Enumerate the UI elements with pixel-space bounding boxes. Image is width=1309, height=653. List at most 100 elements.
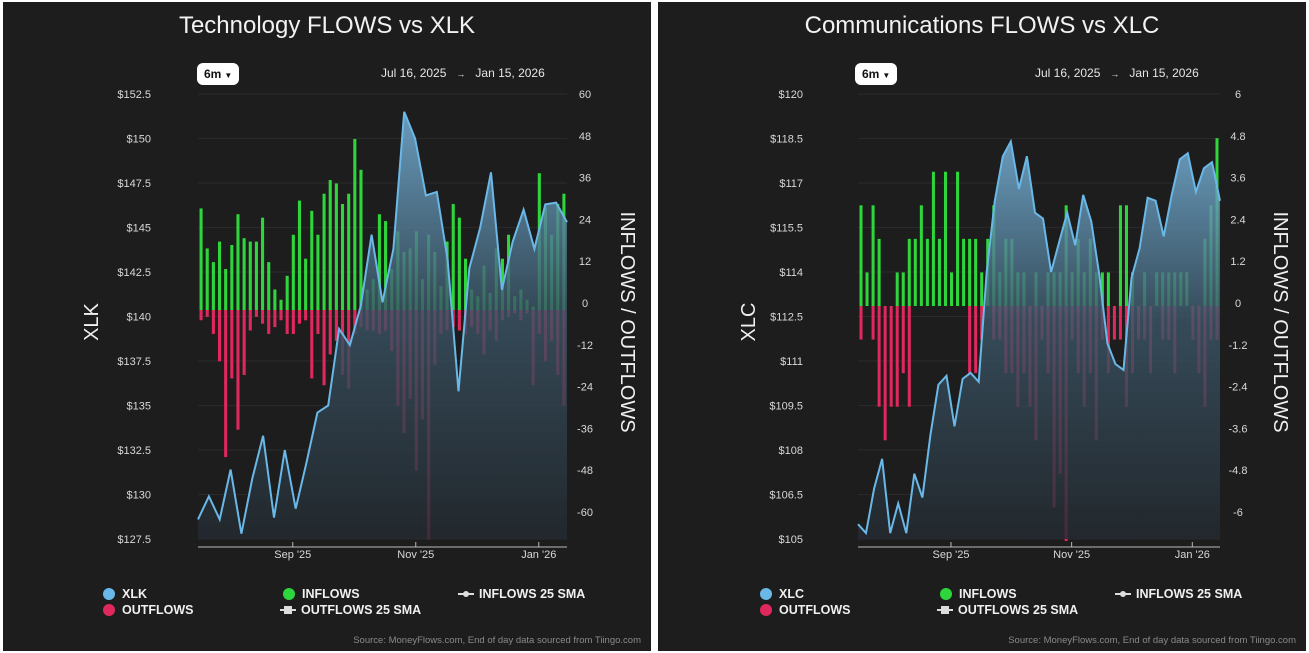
right-axis-tick-label: 48 xyxy=(579,131,591,143)
legend-price[interactable]: XLC xyxy=(760,587,804,601)
legend-label: OUTFLOWS 25 SMA xyxy=(301,603,422,617)
inflow-bar xyxy=(230,245,234,310)
date-range[interactable]: Jul 16, 2025 → Jan 15, 2026 xyxy=(381,66,545,80)
left-axis-title: XLK xyxy=(81,302,103,340)
inflow-bar xyxy=(913,238,917,306)
right-axis-tick-label: 3.6 xyxy=(1230,173,1245,185)
legend-inflows-sma[interactable]: INFLOWS 25 SMA xyxy=(1115,587,1242,601)
outflow-bar xyxy=(248,310,252,331)
right-axis-tick-label: -1.2 xyxy=(1229,340,1248,352)
outflow-bar xyxy=(871,306,875,340)
inflow-bar xyxy=(1106,272,1110,306)
left-axis-tick-label: $145 xyxy=(127,223,151,235)
flows-chart[interactable]: $120 $118.5 $117 $115.5 $114 $112.5 $111 $109.5… xyxy=(658,2,1306,651)
outflow-bar xyxy=(273,310,277,328)
inflow-bar xyxy=(217,241,222,310)
x-axis-tick-label: Nov '25 xyxy=(397,549,434,561)
date-from: Jul 16, 2025 xyxy=(1035,66,1101,80)
outflow-bar xyxy=(322,310,326,386)
legend-outflows[interactable]: OUTFLOWS xyxy=(760,603,851,617)
right-axis-tick-label: -60 xyxy=(577,507,593,519)
right-axis-tick-label: -48 xyxy=(577,465,593,477)
inflow-bar xyxy=(224,268,228,310)
inflow-bar xyxy=(267,262,271,310)
date-to: Jan 15, 2026 xyxy=(1129,66,1199,80)
outflow-bar xyxy=(457,310,461,331)
circle-icon xyxy=(283,588,295,600)
caret-down-icon: ▼ xyxy=(882,71,891,80)
left-axis-tick-label: $115.5 xyxy=(770,223,803,235)
right-axis-tick-label: 6 xyxy=(1235,89,1241,101)
x-axis-tick-label: Nov '25 xyxy=(1053,549,1090,561)
range-dropdown[interactable]: 6m ▼ xyxy=(855,63,898,85)
outflow-bar xyxy=(1118,306,1122,340)
left-axis-tick-label: $114 xyxy=(779,267,803,279)
outflow-bar xyxy=(328,310,332,355)
circle-line-icon xyxy=(1115,589,1131,599)
date-range[interactable]: Jul 16, 2025 → Jan 15, 2026 xyxy=(1035,66,1199,80)
legend-inflows[interactable]: INFLOWS xyxy=(940,587,1017,601)
legend-label: INFLOWS 25 SMA xyxy=(1136,587,1243,601)
legend-price[interactable]: XLK xyxy=(103,587,147,601)
legend-label: XLC xyxy=(779,587,804,601)
inflow-bar xyxy=(322,193,326,310)
range-label: 6m xyxy=(204,67,222,81)
outflow-bar xyxy=(883,306,887,441)
right-axis-tick-label: 0 xyxy=(1235,298,1241,310)
inflow-bar xyxy=(919,205,923,306)
left-axis-tick-label: $108 xyxy=(779,445,803,457)
right-axis-title: INFLOWS / OUTFLOWS xyxy=(616,211,638,432)
range-dropdown[interactable]: 6m ▼ xyxy=(197,63,240,85)
inflow-bar xyxy=(261,217,265,310)
left-axis-tick-label: $118.5 xyxy=(770,134,803,146)
flows-chart[interactable]: $152.5 $150 $147.5 $145 $142.5 $140 $137.5 $135… xyxy=(3,2,651,651)
inflow-bar xyxy=(334,183,338,310)
outflow-bar xyxy=(285,310,289,334)
right-axis-tick-label: 24 xyxy=(579,214,591,226)
outflow-bar xyxy=(236,310,240,430)
outflow-bar xyxy=(980,306,984,340)
right-axis-tick-label: -24 xyxy=(577,382,593,394)
inflow-bar xyxy=(211,262,215,310)
inflow-bar xyxy=(310,210,314,310)
legend-label: INFLOWS 25 SMA xyxy=(479,587,586,601)
left-axis-tick-label: $105 xyxy=(779,534,803,546)
x-axis-tick-label: Sep '25 xyxy=(932,549,969,561)
legend-outflows-sma[interactable]: OUTFLOWS 25 SMA xyxy=(280,603,421,617)
circle-icon xyxy=(103,588,115,600)
inflow-bar xyxy=(1100,272,1104,306)
inflow-bar xyxy=(353,139,357,310)
left-axis-tick-label: $112.5 xyxy=(770,312,803,324)
legend-inflows-sma[interactable]: INFLOWS 25 SMA xyxy=(458,587,585,601)
left-axis-tick-label: $117 xyxy=(779,178,803,190)
inflow-bar xyxy=(457,217,461,310)
outflow-bar xyxy=(1112,306,1116,340)
circle-icon xyxy=(103,604,115,616)
left-axis-tick-label: $137.5 xyxy=(117,356,151,368)
outflow-bar xyxy=(199,310,203,321)
left-axis-tick-label: $140 xyxy=(127,312,151,324)
inflow-bar xyxy=(285,275,289,310)
communications-chart-panel: Communications FLOWS vs XLC 6m ▼ Jul 16, … xyxy=(658,2,1306,651)
inflow-bar xyxy=(877,238,881,306)
circle-icon xyxy=(940,588,952,600)
legend-outflows-sma[interactable]: OUTFLOWS 25 SMA xyxy=(937,603,1078,617)
price-line xyxy=(197,111,568,534)
price-area xyxy=(198,111,567,540)
left-axis-tick-label: $150 xyxy=(127,134,151,146)
arrow-right-icon: → xyxy=(456,69,466,79)
price-area xyxy=(858,141,1220,539)
legend-label: INFLOWS xyxy=(302,587,360,601)
date-to: Jan 15, 2026 xyxy=(475,66,545,80)
left-axis-tick-label: $111 xyxy=(780,356,803,368)
legend-outflows[interactable]: OUTFLOWS xyxy=(103,603,194,617)
inflow-bar xyxy=(943,171,947,306)
right-axis-tick-label: -6 xyxy=(1233,507,1243,519)
legend-label: INFLOWS xyxy=(959,587,1017,601)
outflow-bar xyxy=(267,310,271,334)
left-axis-title: XLC xyxy=(738,303,760,342)
legend-inflows[interactable]: INFLOWS xyxy=(283,587,360,601)
outflow-bar xyxy=(859,306,863,340)
inflow-bar xyxy=(871,205,875,306)
outflow-bar xyxy=(877,306,881,407)
